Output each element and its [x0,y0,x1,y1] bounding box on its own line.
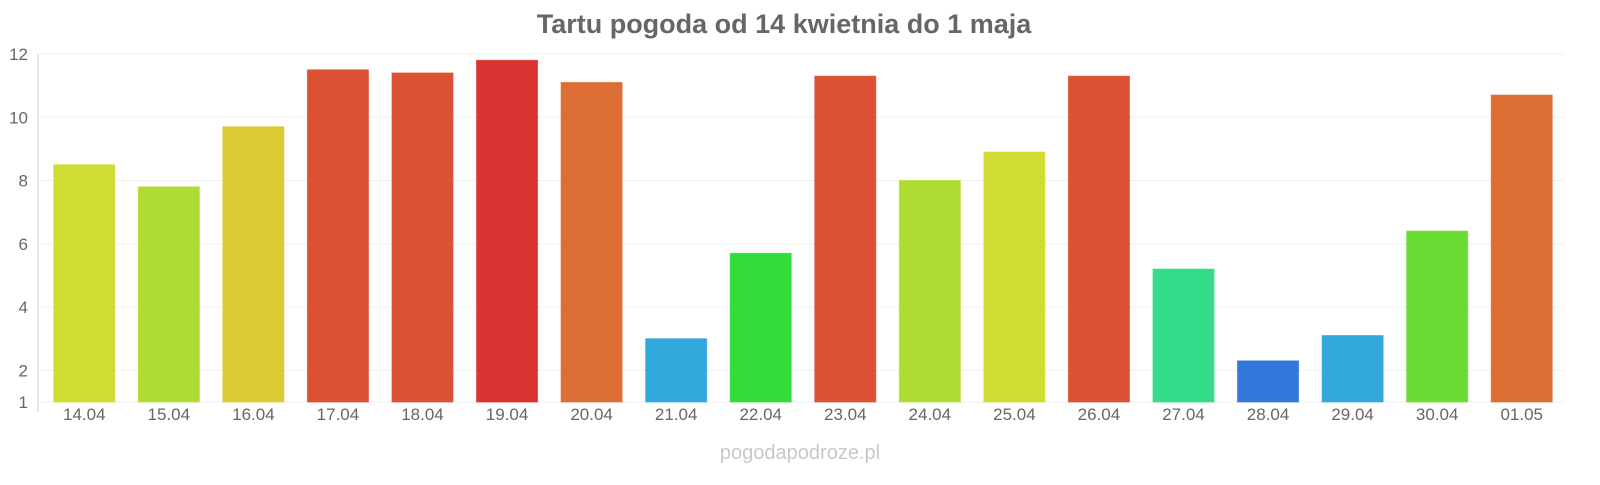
bar-30.04 [1406,230,1469,403]
x-tick-label: 20.04 [570,405,613,424]
bar-18.04 [391,72,454,403]
y-tick-label: 6 [19,235,28,254]
bar-15.04 [137,186,200,403]
bar-22.04 [729,252,792,403]
bar-24.04 [898,180,961,403]
x-tick-label: 21.04 [655,405,698,424]
bar-20.04 [560,81,623,403]
x-tick-label: 17.04 [317,405,360,424]
bar-25.04 [983,151,1046,403]
x-tick-label: 25.04 [993,405,1036,424]
bar-01.05 [1490,94,1553,403]
x-tick-label: 27.04 [1162,405,1205,424]
y-tick-label: 2 [19,361,28,380]
bar-19.04 [476,59,539,403]
x-tick-label: 29.04 [1331,405,1374,424]
x-tick-label: 18.04 [401,405,444,424]
bar-17.04 [306,69,369,403]
gridlines [38,53,1564,403]
bars [53,59,1553,403]
y-tick-label: 10 [9,108,28,127]
bar-27.04 [1152,268,1215,403]
y-tick-label: 4 [19,298,28,317]
x-tick-label: 14.04 [63,405,106,424]
chart-title: Tartu pogoda od 14 kwietnia do 1 maja [537,9,1033,39]
bar-29.04 [1321,335,1384,403]
x-axis: 14.04 15.04 16.04 17.04 18.04 19.04 20.04 21.04… [63,405,1543,424]
bar-14.04 [53,164,116,403]
y-tick-label: 8 [19,172,28,191]
x-tick-label: 30.04 [1416,405,1459,424]
x-tick-label: 24.04 [909,405,952,424]
watermark: pogodapodroze.pl [720,442,880,464]
x-tick-label: 28.04 [1247,405,1290,424]
x-tick-label: 15.04 [148,405,191,424]
x-tick-label: 22.04 [739,405,782,424]
y-tick-label: 12 [9,45,28,64]
bar-26.04 [1067,75,1130,403]
x-tick-label: 19.04 [486,405,529,424]
x-tick-label: 16.04 [232,405,275,424]
x-tick-label: 26.04 [1078,405,1121,424]
x-tick-label: 23.04 [824,405,867,424]
bar-16.04 [222,126,285,403]
bar-21.04 [645,338,708,403]
bar-28.04 [1237,360,1300,403]
y-tick-label: 1 [19,393,28,412]
bar-23.04 [814,75,877,403]
x-tick-label: 01.05 [1500,405,1543,424]
